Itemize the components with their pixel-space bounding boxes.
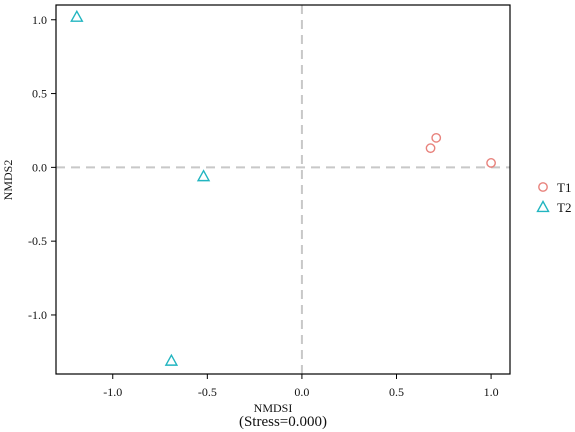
x-tick-label: 1.0 [484,385,499,399]
y-tick-label: -0.5 [28,234,47,248]
x-tick-label: 0.0 [294,385,309,399]
stress-annotation: (Stress=0.000) [239,414,327,430]
legend-label-t2: T2 [557,200,571,215]
x-tick-label: -0.5 [198,385,217,399]
data-point-t2 [70,9,84,22]
data-point-t1 [431,132,442,143]
x-axis-label: NMDSI [254,401,293,415]
y-tick-label: 0.5 [32,87,47,101]
data-point-t2 [164,353,179,366]
y-tick-label: 1.0 [32,13,47,27]
x-tick-label: -1.0 [103,385,122,399]
y-tick-label: 0.0 [32,160,47,174]
y-tick-label: -1.0 [28,308,47,322]
data-point-t1 [486,158,496,168]
legend-label-t1: T1 [557,180,571,195]
legend-marker-t2 [536,200,550,213]
y-axis-label: NMDS2 [1,160,15,201]
legend-marker-t1 [538,182,548,192]
data-point-t1 [425,143,436,154]
plot-frame [55,4,511,375]
data-point-t2 [196,169,211,182]
plot-area: -1.0 -0.5 0.0 0.5 1.0 1.0 0.5 0.0 -0.5 -1.0 [28,4,511,399]
x-tick-label: 0.5 [389,385,404,399]
